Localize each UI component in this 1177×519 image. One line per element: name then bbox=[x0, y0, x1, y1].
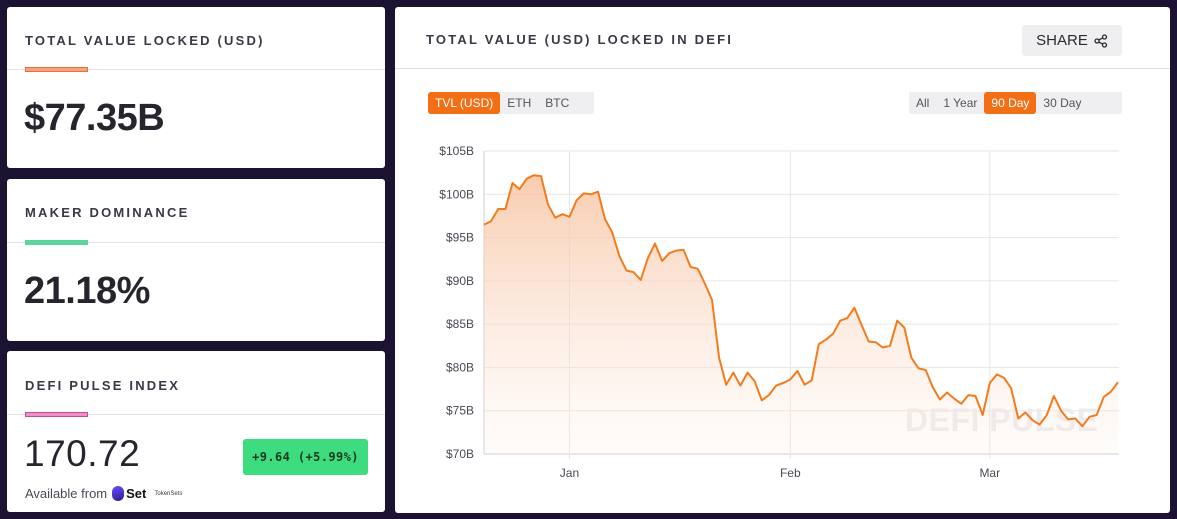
dpi-accent-bar bbox=[25, 412, 88, 417]
available-from: Available from Set TokenSets bbox=[25, 486, 182, 501]
maker-dominance-divider bbox=[7, 242, 385, 243]
maker-dominance-card: MAKER DOMINANCE 21.18% bbox=[7, 179, 385, 341]
x-tick-label: Feb bbox=[780, 466, 801, 480]
tvl-chart: DEFI PULSE $70B$75B$80B$85B$90B$95B$100B… bbox=[439, 144, 1119, 480]
y-tick-label: $105B bbox=[439, 144, 474, 158]
maker-dominance-label: MAKER DOMINANCE bbox=[25, 205, 190, 220]
x-tick-label: Jan bbox=[560, 466, 579, 480]
metric-selector: TVL (USD) ETH BTC bbox=[428, 92, 594, 114]
available-from-text: Available from bbox=[25, 486, 108, 501]
x-tick-label: Mar bbox=[979, 466, 1000, 480]
range-selector: All 1 Year 90 Day 30 Day bbox=[909, 92, 1122, 114]
y-tick-label: $80B bbox=[446, 360, 474, 374]
range-30-day[interactable]: 30 Day bbox=[1043, 96, 1082, 110]
dpi-divider bbox=[7, 414, 385, 415]
tvl-label: TOTAL VALUE LOCKED (USD) bbox=[25, 33, 265, 48]
tvl-card: TOTAL VALUE LOCKED (USD) $77.35B bbox=[7, 7, 385, 168]
set-logo-icon bbox=[112, 486, 125, 501]
share-button-label: SHARE bbox=[1036, 32, 1088, 49]
dpi-value: 170.72 bbox=[24, 433, 141, 474]
chart-title: TOTAL VALUE (USD) LOCKED IN DEFI bbox=[426, 32, 734, 47]
y-tick-label: $90B bbox=[446, 274, 474, 288]
share-button[interactable]: SHARE bbox=[1022, 25, 1122, 56]
tvl-chart-card: TOTAL VALUE (USD) LOCKED IN DEFI SHARE T… bbox=[395, 7, 1170, 513]
tvl-accent-bar bbox=[25, 67, 88, 72]
y-tick-label: $85B bbox=[446, 317, 474, 331]
tvl-divider bbox=[7, 69, 385, 70]
set-logo-text: Set bbox=[126, 486, 147, 501]
y-tick-label: $100B bbox=[439, 187, 474, 201]
y-tick-label: $95B bbox=[446, 231, 474, 245]
tokensets-text: TokenSets bbox=[154, 490, 183, 497]
y-tick-label: $75B bbox=[446, 404, 474, 418]
metric-tvl-usd[interactable]: TVL (USD) bbox=[428, 92, 501, 114]
maker-dominance-value: 21.18% bbox=[24, 270, 150, 312]
y-tick-label: $70B bbox=[446, 447, 474, 461]
metric-btc[interactable]: BTC bbox=[545, 96, 570, 110]
tvl-area-fill bbox=[484, 175, 1118, 454]
dpi-label: DEFI PULSE INDEX bbox=[25, 378, 181, 393]
defi-pulse-index-card: DEFI PULSE INDEX 170.72 +9.64 (+5.99%) A… bbox=[7, 351, 385, 512]
set-logo-link[interactable]: Set bbox=[112, 486, 146, 501]
chart-divider bbox=[395, 68, 1170, 69]
range-1-year[interactable]: 1 Year bbox=[943, 96, 978, 110]
range-90-day[interactable]: 90 Day bbox=[984, 92, 1037, 114]
metric-eth[interactable]: ETH bbox=[507, 96, 532, 110]
dpi-change-badge: +9.64 (+5.99%) bbox=[243, 439, 368, 475]
share-icon bbox=[1094, 33, 1107, 48]
maker-dominance-accent-bar bbox=[25, 240, 88, 245]
tvl-line bbox=[483, 174, 1119, 428]
range-all[interactable]: All bbox=[916, 96, 930, 110]
tvl-value: $77.35B bbox=[24, 97, 165, 139]
